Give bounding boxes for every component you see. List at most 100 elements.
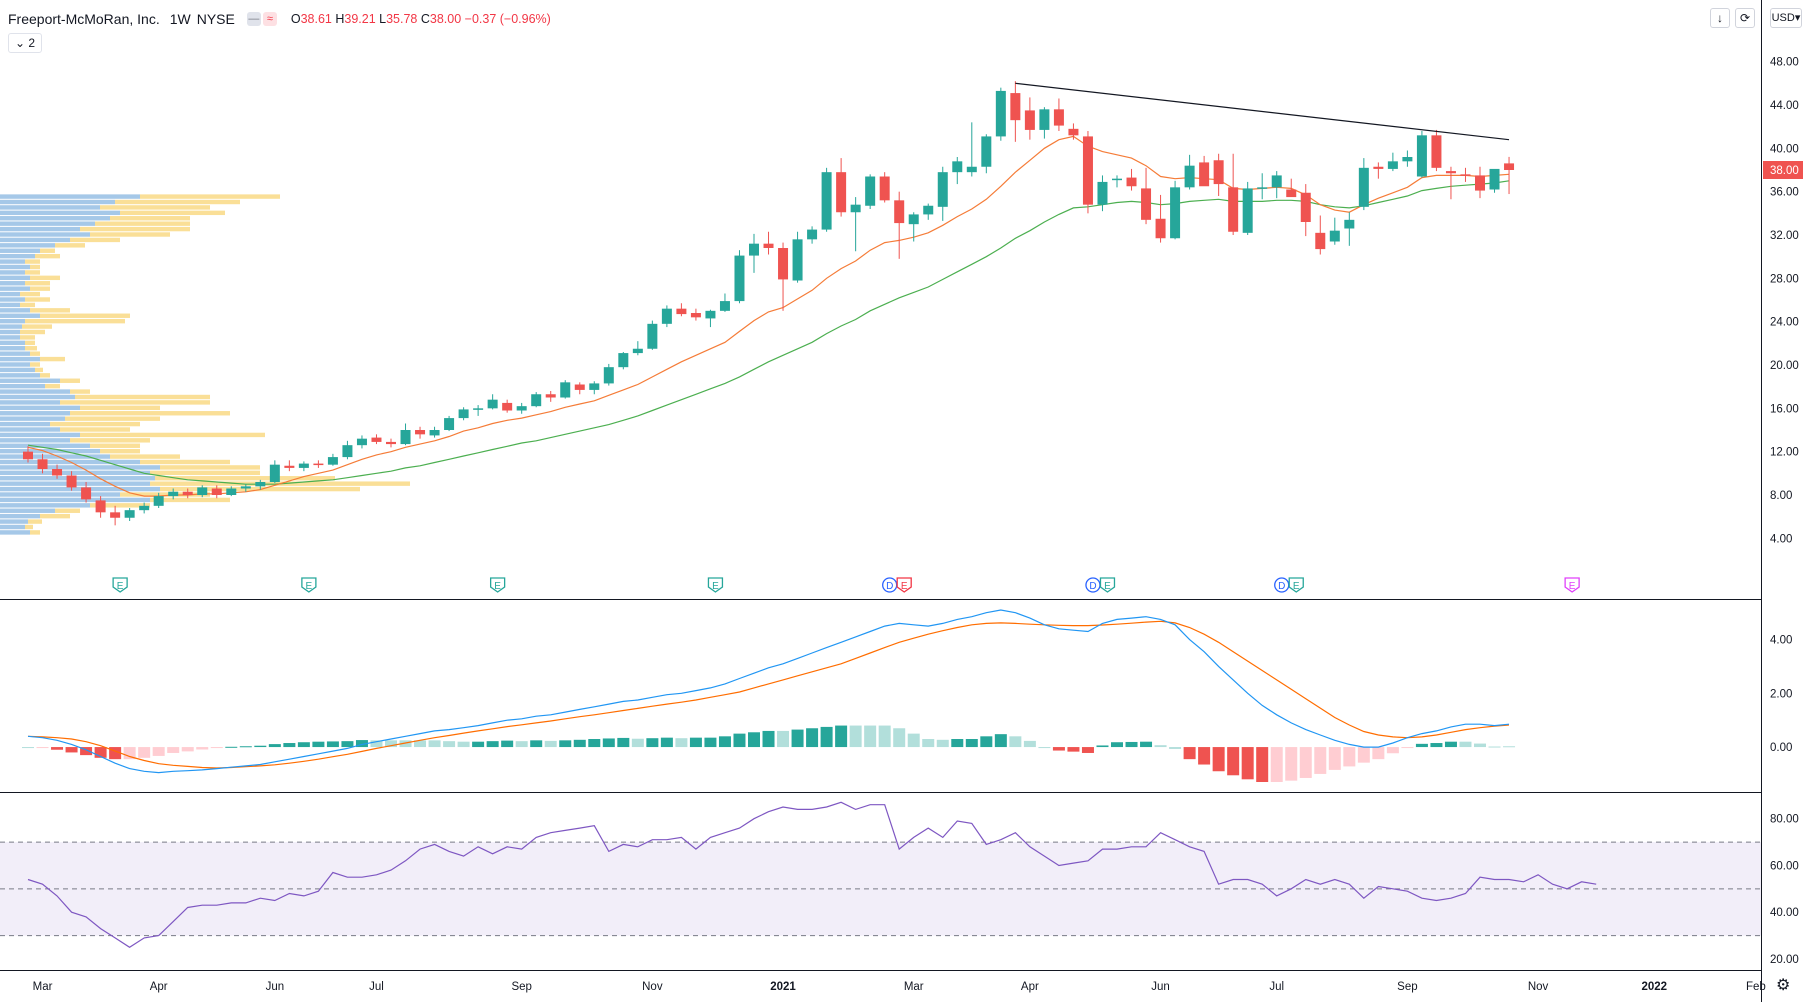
candle-body bbox=[473, 408, 484, 410]
volume-profile-up-bar bbox=[0, 476, 155, 481]
event-marker-label: E bbox=[1293, 581, 1300, 592]
candle-body bbox=[952, 161, 963, 173]
candle-body bbox=[1387, 161, 1398, 169]
volume-profile-down-bar bbox=[40, 313, 130, 318]
macd-histogram-bar bbox=[1285, 747, 1298, 781]
macd-histogram-bar bbox=[1241, 747, 1254, 780]
axes: 4.00 8.00 12.00 16.00 20.00 24.00 28.00 32.00 36… bbox=[33, 57, 1803, 993]
macd-histogram-bar bbox=[820, 726, 833, 748]
earnings-marker bbox=[1099, 577, 1116, 593]
volume-profile-up-bar bbox=[0, 286, 30, 291]
candle-body bbox=[1010, 93, 1021, 121]
arrow-down-icon[interactable]: ↓ bbox=[1710, 8, 1730, 28]
candle-body bbox=[1053, 109, 1064, 126]
candle-body bbox=[400, 430, 411, 445]
candle-body bbox=[182, 491, 193, 495]
interval-label[interactable]: 1W bbox=[169, 11, 191, 27]
volume-profile-up-bar bbox=[0, 394, 75, 400]
macd-histogram-bar bbox=[660, 737, 673, 748]
macd-histogram-bar bbox=[1009, 736, 1022, 748]
candle-body bbox=[821, 172, 832, 230]
macd-histogram-bar bbox=[1415, 743, 1428, 748]
volume-profile-down-bar bbox=[150, 497, 230, 503]
ema-slow-line bbox=[27, 180, 1510, 485]
volume-profile-up-bar bbox=[0, 340, 25, 346]
candle-body bbox=[255, 482, 266, 487]
earnings-marker bbox=[896, 577, 912, 593]
price-axis-tick-label: 32.00 bbox=[1770, 230, 1799, 242]
candle-body bbox=[908, 214, 919, 225]
macd-histogram-bar bbox=[1357, 747, 1370, 763]
volume-profile-down-bar bbox=[25, 524, 33, 530]
candle-body bbox=[386, 441, 396, 445]
candle-body bbox=[95, 500, 106, 513]
volume-profile-up-bar bbox=[0, 243, 55, 248]
macd-histogram-bar bbox=[457, 741, 470, 748]
macd-histogram-bar bbox=[980, 736, 993, 748]
time-axis-tick-label: Mar bbox=[33, 981, 53, 993]
refresh-icon[interactable]: ⟳ bbox=[1735, 8, 1755, 28]
macd-histogram-bar bbox=[486, 741, 499, 748]
candle-body bbox=[923, 205, 934, 215]
macd-histogram-bar bbox=[733, 733, 746, 748]
macd-histogram-bar bbox=[1154, 745, 1167, 748]
earnings-marker bbox=[1288, 577, 1304, 593]
macd-histogram-bar bbox=[791, 729, 804, 748]
macd-histogram-bar bbox=[196, 747, 209, 750]
symbol-name[interactable]: Freeport-McMoRan, Inc. bbox=[8, 11, 160, 27]
candle-body bbox=[749, 243, 759, 256]
volume-profile-down-bar bbox=[80, 226, 190, 232]
indicators-collapse-button[interactable]: ⌄ 2 bbox=[8, 33, 43, 53]
time-axis-tick-label: Jul bbox=[369, 981, 384, 993]
volume-profile-up-bar bbox=[0, 226, 80, 232]
time-axis-tick-label: Apr bbox=[1021, 981, 1039, 993]
volume-profile-down-bar bbox=[40, 356, 65, 362]
change-value: −0.37 (−0.96%) bbox=[464, 12, 551, 26]
time-axis-tick-label: Sep bbox=[1397, 981, 1417, 993]
volume-profile-down-bar bbox=[80, 432, 265, 438]
candle-body bbox=[981, 136, 992, 167]
candle-body bbox=[647, 323, 658, 349]
macd-histogram-bar bbox=[268, 744, 281, 748]
time-axis-tick-label: Feb bbox=[1746, 981, 1766, 993]
candle-body bbox=[1475, 175, 1485, 191]
macd-line bbox=[27, 609, 1510, 774]
chart-header-legend[interactable]: Freeport-McMoRan, Inc. 1W NYSE — ≈ O38.6… bbox=[8, 9, 551, 29]
volume-profile-down-bar bbox=[110, 216, 190, 221]
macd-axis-tick-label: 4.00 bbox=[1770, 635, 1792, 647]
macd-histogram-bar bbox=[501, 740, 514, 748]
volume-profile-up-bar bbox=[0, 503, 90, 508]
macd-histogram-bar bbox=[370, 740, 383, 748]
candle-body bbox=[1358, 167, 1369, 207]
settings-gear-icon[interactable]: ⚙ bbox=[1776, 977, 1791, 994]
earnings-marker bbox=[301, 577, 317, 593]
price-axis-tick-label: 12.00 bbox=[1770, 447, 1799, 459]
resistance-trendline bbox=[1015, 82, 1510, 141]
candle-body bbox=[1402, 157, 1413, 162]
macd-histogram-bar bbox=[893, 728, 906, 748]
volume-profile-down-bar bbox=[70, 237, 120, 243]
macd-histogram-bar bbox=[1081, 747, 1094, 753]
candle-body bbox=[1184, 165, 1195, 188]
event-marker-label: D bbox=[1089, 581, 1096, 592]
currency-dropdown[interactable]: USD▾ bbox=[1770, 8, 1802, 28]
candle-body bbox=[1068, 128, 1079, 136]
candle-body bbox=[1257, 187, 1268, 189]
macd-histogram-bar bbox=[355, 740, 368, 748]
candle-body bbox=[560, 382, 571, 398]
candle-body bbox=[124, 510, 135, 518]
volume-profile-down-bar bbox=[60, 427, 130, 432]
volume-profile-up-bar bbox=[0, 346, 25, 351]
volume-profile-down-bar bbox=[30, 264, 40, 270]
earnings-marker bbox=[707, 577, 724, 593]
price-pane[interactable] bbox=[23, 81, 1515, 526]
macd-histogram-bar bbox=[36, 747, 49, 749]
volume-profile-down-bar bbox=[22, 324, 52, 329]
macd-histogram-bar bbox=[1169, 747, 1182, 749]
rsi-pane[interactable] bbox=[0, 801, 1761, 949]
candle-body bbox=[531, 394, 542, 407]
candle-body bbox=[371, 437, 382, 442]
macd-pane[interactable] bbox=[22, 609, 1516, 782]
event-marker-label: D bbox=[886, 581, 893, 592]
